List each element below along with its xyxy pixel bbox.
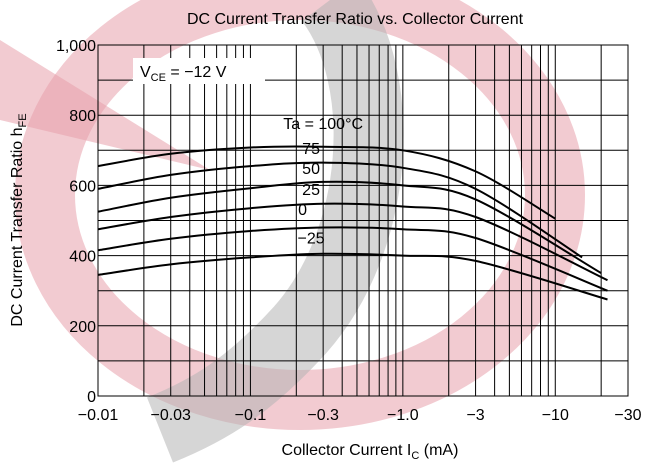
x-axis-label-main: Collector Current I [282, 442, 412, 459]
x-axis-label-unit: (mA) [419, 442, 458, 459]
y-axis-label-sub: FE [17, 113, 29, 127]
x-axis-label-sub: C [411, 450, 419, 462]
condition-label-bg [133, 58, 265, 84]
x-tick-label: −1.0 [387, 407, 419, 424]
y-tick-label: 0 [87, 389, 96, 406]
chart-title: DC Current Transfer Ratio vs. Collector … [187, 11, 524, 28]
x-tick-label: −10 [542, 407, 569, 424]
series-group [97, 145, 608, 301]
x-tick-label: −3 [466, 407, 484, 424]
condition-label-main: V [140, 64, 151, 81]
series-line-5 [97, 252, 608, 301]
x-tick-label: −0.3 [307, 407, 339, 424]
series-line-4 [97, 226, 608, 292]
x-tick-label: −0.03 [150, 407, 191, 424]
x-tick-labels: −0.01 −0.03 −0.1 −0.3 −1.0 −3 −10 −30 [78, 407, 642, 424]
x-tick-label: −0.1 [235, 407, 267, 424]
curve-label-1: 75 [302, 141, 320, 158]
watermark-pink-wedge [0, 40, 210, 170]
y-tick-labels: 0 200 400 600 800 1,000 [56, 38, 96, 406]
x-axis-label: Collector Current IC (mA) [282, 442, 459, 462]
y-axis-label: DC Current Transfer Ratio hFE [9, 113, 29, 326]
y-tick-label: 800 [69, 108, 96, 125]
condition-label: VCE = −12 V [140, 64, 227, 84]
series-line-3 [97, 202, 608, 282]
curve-label-0: Ta = 100°C [283, 116, 363, 133]
curve-label-3: 25 [302, 182, 320, 199]
y-tick-label: 600 [69, 178, 96, 195]
series-line-2 [97, 180, 602, 274]
series-line-0 [97, 145, 556, 220]
condition-label-rest: = −12 V [166, 64, 227, 81]
y-axis-label-main: DC Current Transfer Ratio h [9, 127, 26, 326]
curve-labels: Ta = 100°C 75 50 25 0 −25 [283, 116, 363, 247]
y-tick-label: 200 [69, 319, 96, 336]
y-tick-label: 400 [69, 249, 96, 266]
condition-label-sub: CE [151, 72, 166, 84]
series-line-1 [97, 161, 583, 259]
x-tick-label: −0.01 [78, 407, 119, 424]
curve-label-2: 50 [302, 161, 320, 178]
curve-label-5: −25 [298, 230, 325, 247]
x-tick-label: −30 [614, 407, 641, 424]
y-tick-label: 1,000 [56, 38, 96, 55]
plot-frame [97, 44, 629, 397]
curve-label-4: 0 [298, 202, 307, 219]
watermark-gray-arc [146, 0, 404, 463]
